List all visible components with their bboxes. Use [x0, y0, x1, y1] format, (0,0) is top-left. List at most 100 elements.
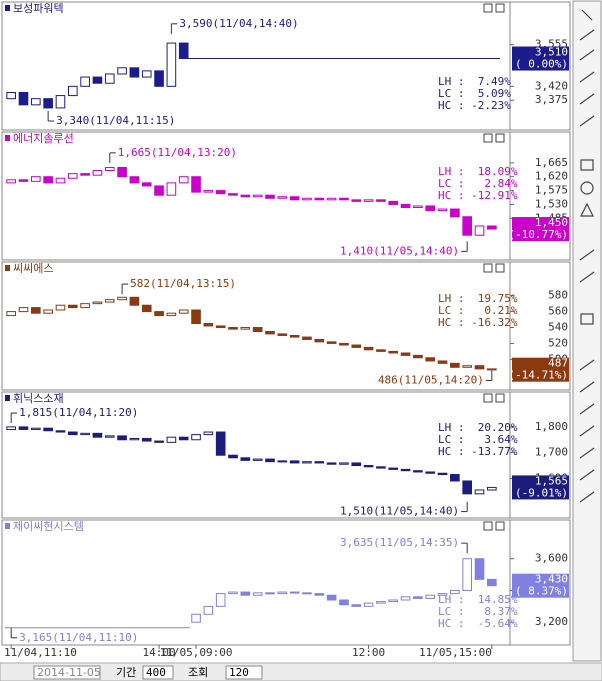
candle: [289, 196, 300, 201]
maximize-button[interactable]: [495, 133, 505, 143]
stat-line: HC : -2.23%: [438, 99, 511, 112]
y-tick-label: 3,600: [535, 552, 568, 565]
tool-icon[interactable]: [579, 491, 595, 503]
minimize-button[interactable]: [483, 263, 493, 273]
x-tick-label: 11/05,15:00: [419, 646, 492, 659]
y-tick-label: 1,665: [535, 156, 568, 169]
candle: [55, 95, 66, 109]
stat-line: HC : -5.64%: [438, 617, 518, 630]
candle: [437, 208, 448, 212]
candle: [351, 604, 362, 607]
title-marker: [5, 135, 10, 141]
date: 2014-11-05: [37, 666, 101, 679]
y-tick-label: 560: [548, 305, 568, 318]
candle: [141, 304, 152, 313]
tool-icon[interactable]: [580, 159, 594, 171]
candle: [252, 194, 263, 198]
stat-line: LC : 5.09%: [438, 87, 511, 100]
tool-icon[interactable]: [581, 9, 593, 21]
candle: [80, 173, 90, 176]
candle: [18, 426, 29, 430]
tool-icon[interactable]: [579, 425, 595, 437]
candle: [117, 67, 127, 75]
date-box[interactable]: [33, 665, 101, 680]
minimize-button[interactable]: [483, 133, 493, 143]
maximize-button[interactable]: [495, 393, 505, 403]
minimize-button[interactable]: [483, 3, 493, 13]
candle: [240, 194, 251, 198]
candle: [425, 357, 436, 362]
candle: [487, 368, 497, 371]
period-label: 기간: [116, 666, 136, 679]
candle: [43, 427, 53, 432]
current-box: [512, 217, 569, 242]
tool-icon[interactable]: [579, 49, 595, 61]
candle: [437, 593, 448, 596]
candle: [277, 333, 288, 336]
candle: [80, 303, 90, 309]
current-change: ( 8.37%): [515, 585, 568, 598]
candle: [117, 435, 127, 441]
tool-icon[interactable]: [579, 447, 595, 459]
tool-icon[interactable]: [579, 249, 595, 261]
candle: [92, 170, 103, 176]
candle: [228, 193, 238, 196]
candle: [104, 299, 115, 303]
note-label: 1,510(11/05,14:40): [340, 505, 459, 518]
title-marker: [5, 395, 10, 401]
period-box[interactable]: [142, 665, 174, 680]
maximize-button[interactable]: [495, 263, 505, 273]
candle: [314, 461, 325, 464]
note-label: 3,635(11/05,14:35): [340, 536, 459, 549]
count-box[interactable]: [225, 665, 263, 680]
tool-icon[interactable]: [579, 115, 595, 127]
candle: [104, 435, 115, 438]
tool-icon[interactable]: [579, 29, 595, 41]
current-change: (-14.71%): [508, 369, 568, 382]
candle: [425, 594, 436, 599]
tool-icon[interactable]: [579, 469, 595, 481]
candle: [30, 427, 41, 430]
bottom-bar: 2014-11-05 기간 400 조회 120: [0, 662, 602, 681]
tool-icon[interactable]: [579, 359, 595, 371]
period: 400: [146, 666, 166, 679]
candle: [240, 457, 251, 461]
candle: [363, 602, 374, 607]
candle: [265, 331, 275, 335]
maximize-button[interactable]: [495, 3, 505, 13]
candle: [191, 434, 201, 441]
candle: [413, 205, 423, 209]
candle: [30, 176, 41, 182]
tool-icon[interactable]: [580, 181, 594, 195]
y-tick-label: 1,575: [535, 184, 568, 197]
tool-icon[interactable]: [579, 93, 595, 105]
maximize-button[interactable]: [495, 521, 505, 531]
candle: [43, 309, 53, 314]
tool-icon[interactable]: [580, 202, 594, 217]
candle: [314, 593, 325, 596]
y-tick-label: 1,800: [535, 420, 568, 433]
tool-icon[interactable]: [579, 271, 595, 283]
tool-icon[interactable]: [579, 71, 595, 83]
note-label: 1,815(11/04,11:20): [19, 406, 138, 419]
panel-frame: [1, 519, 571, 646]
candle: [339, 599, 349, 606]
current-box: [512, 573, 569, 598]
query-button[interactable]: 조회: [188, 666, 208, 679]
candle: [339, 462, 349, 465]
tool-icon[interactable]: [579, 381, 595, 393]
current-value: 1,450: [535, 216, 568, 229]
candle: [437, 360, 448, 364]
candle: [18, 179, 29, 182]
current-value: 3,430: [535, 573, 568, 586]
candle: [376, 466, 386, 469]
candle: [474, 365, 485, 370]
tool-icon[interactable]: [580, 313, 594, 325]
candle: [388, 467, 399, 470]
minimize-button[interactable]: [483, 393, 493, 403]
tool-icon[interactable]: [579, 403, 595, 415]
candle: [92, 432, 103, 438]
minimize-button[interactable]: [483, 521, 493, 531]
note-label: 3,165(11/04,11:10): [19, 631, 138, 644]
stat-line: LH : 7.49%: [438, 75, 511, 88]
